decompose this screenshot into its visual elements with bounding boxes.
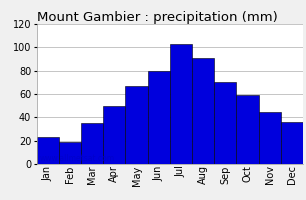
Bar xyxy=(125,86,148,164)
Bar xyxy=(237,95,259,164)
Bar xyxy=(214,82,237,164)
Bar xyxy=(81,123,103,164)
Bar xyxy=(259,112,281,164)
Bar xyxy=(192,58,214,164)
Bar xyxy=(59,142,81,164)
Text: www.allmetsat.com: www.allmetsat.com xyxy=(39,154,114,163)
Bar xyxy=(37,137,59,164)
Text: Mount Gambier : precipitation (mm): Mount Gambier : precipitation (mm) xyxy=(37,11,278,24)
Bar xyxy=(170,44,192,164)
Bar xyxy=(103,106,125,164)
Bar xyxy=(281,122,303,164)
Bar xyxy=(148,71,170,164)
